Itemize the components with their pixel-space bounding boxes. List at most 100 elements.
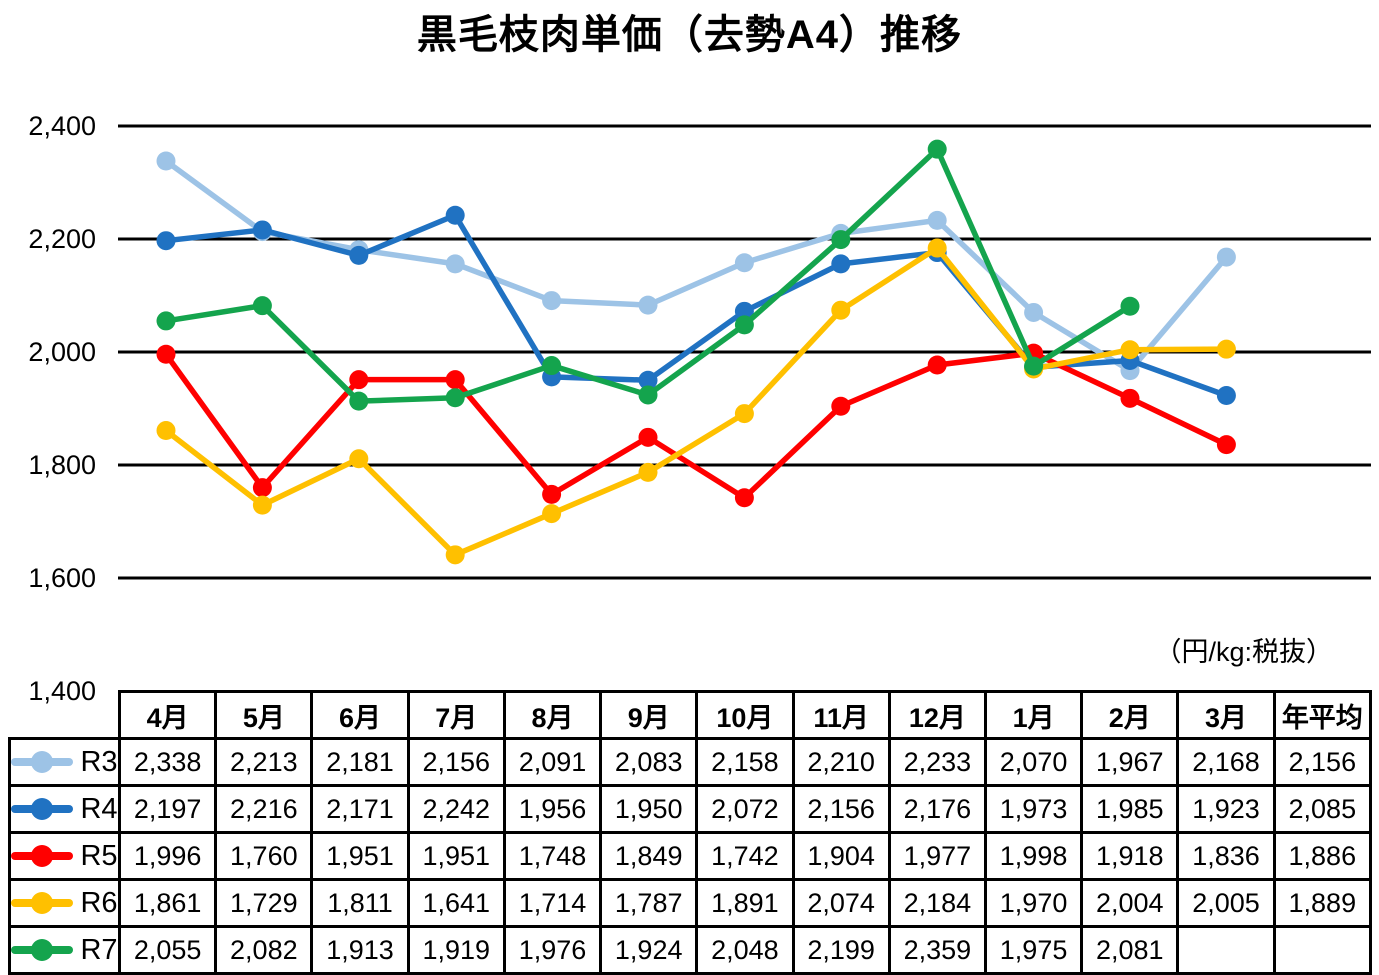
value-cell: 2,216 [214,784,314,834]
data-point-R5 [1216,435,1236,455]
value-cell: 2,055 [117,925,218,975]
data-point-R6 [1216,339,1236,359]
value-cell: 2,082 [214,925,314,975]
table-corner [10,692,120,739]
data-point-R6 [638,462,658,482]
annual-average-cell [1272,925,1373,975]
value-cell: 2,213 [214,737,314,787]
data-point-R3 [1024,302,1044,322]
value-cell: 2,199 [791,925,891,975]
data-point-R5 [542,484,562,504]
value-cell: 1,748 [502,831,603,881]
data-point-R4 [638,370,658,390]
value-cell: 1,977 [887,831,987,881]
value-cell: 1,923 [1176,784,1276,834]
table-row-R5: R5 1,996 1,760 1,951 1,951 1,748 1,849 1,742 1,9… [8,831,1373,881]
value-cell: 2,176 [887,784,987,834]
data-point-R3 [1216,247,1236,267]
month-header: 2月 [1080,690,1180,740]
value-cell: 2,338 [117,737,218,787]
value-cell: 1,998 [983,831,1084,881]
data-point-R5 [252,478,272,498]
data-point-R4 [831,254,851,274]
value-cell: 2,005 [1176,878,1276,928]
data-point-R7 [831,230,851,250]
value-cell: 2,004 [1080,878,1180,928]
value-cell: 2,156 [406,737,506,787]
data-point-R4 [445,205,465,225]
data-point-R7 [349,391,369,411]
data-point-R4 [156,231,176,251]
legend-cell-R3: R3 [8,737,121,787]
value-cell: 2,197 [117,784,218,834]
value-cell: 1,861 [117,878,218,928]
data-point-R3 [927,210,947,230]
y-axis-label: 2,000 [28,337,96,367]
data-point-R4 [252,220,272,240]
value-cell: 1,996 [117,831,218,881]
table-row-R3: R3 2,338 2,213 2,181 2,156 2,091 2,083 2,158 2,2… [8,737,1373,787]
y-axis-label: 1,400 [28,676,96,706]
value-cell: 1,970 [983,878,1084,928]
legend-cell-R4: R4 [8,784,121,834]
value-cell: 1,891 [695,878,795,928]
data-point-R5 [1120,388,1140,408]
value-cell [1176,925,1276,975]
value-cell: 2,048 [695,925,795,975]
value-cell: 1,849 [599,831,699,881]
data-point-R4 [1216,386,1236,406]
data-point-R7 [156,311,176,331]
series-label: R5 [80,839,118,872]
y-axis-label: 2,400 [28,111,96,141]
value-cell: 1,973 [983,784,1084,834]
month-header: 1月 [983,690,1084,740]
value-cell: 1,760 [214,831,314,881]
value-cell: 1,918 [1080,831,1180,881]
data-point-R5 [927,355,947,375]
data-point-R6 [252,495,272,515]
value-cell: 1,975 [983,925,1084,975]
value-cell: 1,904 [791,831,891,881]
value-cell: 1,985 [1080,784,1180,834]
value-cell: 2,168 [1176,737,1276,787]
month-header: 11月 [791,690,891,740]
data-point-R7 [445,388,465,408]
value-cell: 1,913 [310,925,410,975]
data-point-R4 [349,245,369,265]
annual-average-header: 年平均 [1272,690,1373,740]
data-point-R6 [349,449,369,469]
month-header: 10月 [695,690,795,740]
series-line-R3 [163,158,1230,374]
data-point-R3 [445,254,465,274]
data-point-R6 [156,421,176,441]
legend-cell-R7: R7 [8,925,121,975]
y-axis-label: 2,200 [28,224,96,254]
data-point-R3 [542,291,562,311]
data-point-R3 [638,295,658,315]
value-cell: 2,074 [791,878,891,928]
data-point-R6 [445,545,465,565]
annual-average-cell: 2,156 [1272,737,1373,787]
data-point-R6 [734,404,754,424]
value-cell: 2,359 [887,925,987,975]
data-point-R5 [734,488,754,508]
value-cell: 1,787 [599,878,699,928]
month-header: 3月 [1176,690,1276,740]
month-header: 4月 [117,690,218,740]
value-cell: 1,951 [406,831,506,881]
month-header: 5月 [214,690,314,740]
value-cell: 2,184 [887,878,987,928]
month-header: 9月 [599,690,699,740]
data-point-R7 [734,315,754,335]
series-marker-icon [12,892,74,914]
data-point-R7 [1120,296,1140,316]
table-row-R4: R4 2,197 2,216 2,171 2,242 1,956 1,950 2,072 2,1… [8,784,1373,834]
data-point-R5 [638,427,658,447]
value-cell: 2,181 [310,737,410,787]
value-cell: 2,091 [502,737,603,787]
series-label: R7 [80,933,118,966]
series-line-R5 [163,350,1230,501]
y-axis-label: 1,600 [28,563,96,593]
data-point-R3 [156,151,176,171]
